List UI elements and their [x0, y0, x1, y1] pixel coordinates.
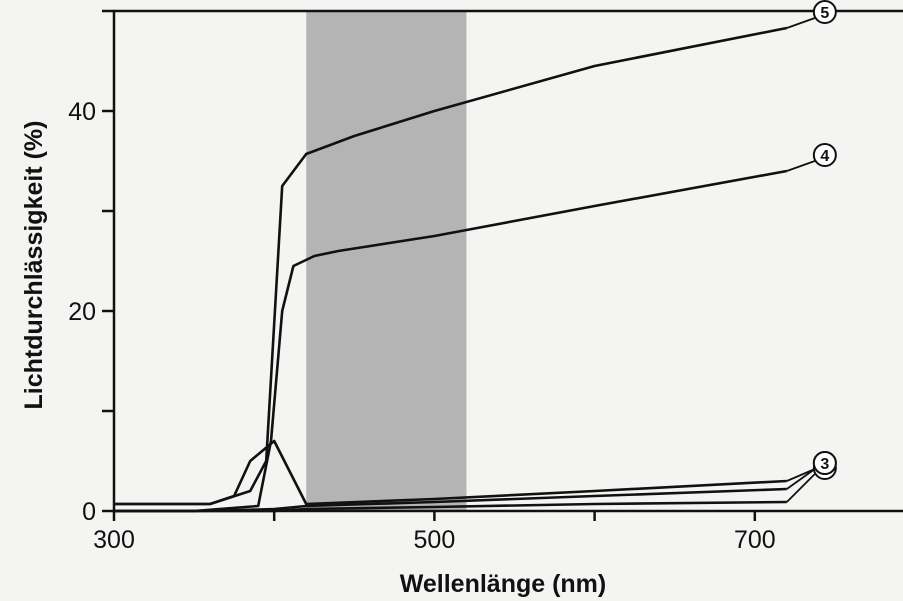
series-label-leader [786, 468, 816, 490]
series-label-leader [786, 473, 816, 503]
series-lines [114, 26, 788, 513]
series-label-leader [786, 468, 816, 482]
y-tick-label: 0 [82, 498, 96, 526]
y-tick-label: 20 [68, 298, 96, 326]
y-axis-title: Lichtdurchlässigkeit (%) [20, 121, 48, 410]
x-tick-label: 700 [734, 526, 776, 554]
tick-labels: 300 500 700 0 20 40 [68, 98, 775, 554]
series-line-4 [114, 169, 788, 513]
axis-ticks [102, 9, 757, 521]
series-line-5 [114, 26, 788, 506]
series-label-4: 4 [820, 148, 829, 165]
x-tick-label: 300 [93, 526, 135, 554]
series-label-circle [812, 0, 837, 24]
series-label-3: 3 [820, 456, 829, 473]
y-tick-label: 40 [68, 98, 96, 126]
highlight-band [306, 11, 467, 511]
series-label-5: 5 [820, 5, 829, 22]
x-axis-title: Wellenlänge (nm) [400, 570, 607, 598]
series-label-leader [786, 17, 816, 29]
series-label-circle [812, 143, 837, 167]
series-label-circle [812, 451, 837, 475]
series-label-leader [786, 160, 816, 172]
x-tick-label: 500 [414, 526, 456, 554]
series-markers: 12345 [786, 0, 837, 503]
plot-frame [112, 9, 903, 513]
